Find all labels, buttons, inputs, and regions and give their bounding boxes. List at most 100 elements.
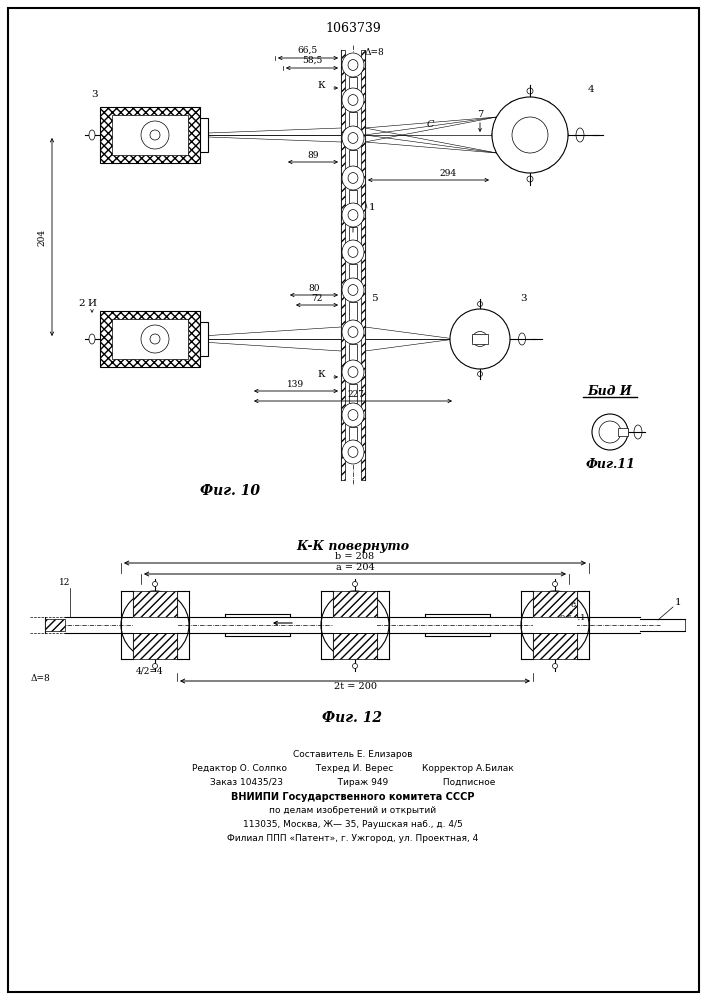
Ellipse shape xyxy=(492,97,568,173)
Text: по делам изобретений и открытий: по делам изобретений и открытий xyxy=(269,806,436,815)
Ellipse shape xyxy=(599,421,621,443)
Text: 7: 7 xyxy=(477,110,483,119)
Ellipse shape xyxy=(342,88,364,112)
Text: 66,5: 66,5 xyxy=(298,46,318,55)
Bar xyxy=(133,633,177,659)
Text: ВНИИПИ Государственного комитета СССР: ВНИИПИ Государственного комитета СССР xyxy=(231,792,474,802)
Ellipse shape xyxy=(576,128,584,142)
Text: Δ=8: Δ=8 xyxy=(30,674,50,683)
Bar xyxy=(333,591,377,617)
Text: Составитель Е. Елизаров: Составитель Е. Елизаров xyxy=(293,750,413,759)
Ellipse shape xyxy=(141,121,169,149)
Bar xyxy=(349,150,357,166)
Ellipse shape xyxy=(552,664,558,668)
Text: К: К xyxy=(317,370,325,379)
Bar xyxy=(100,311,200,367)
Bar xyxy=(100,107,200,163)
Bar xyxy=(112,319,188,359)
Text: 12: 12 xyxy=(59,578,71,587)
Bar xyxy=(349,190,357,203)
Bar xyxy=(45,619,65,631)
Ellipse shape xyxy=(89,130,95,140)
Ellipse shape xyxy=(89,334,95,344)
Text: К-К повернуто: К-К повернуто xyxy=(296,540,409,553)
Bar xyxy=(349,302,357,320)
Bar xyxy=(349,77,357,88)
Ellipse shape xyxy=(527,176,533,182)
Bar xyxy=(341,50,345,480)
Ellipse shape xyxy=(342,403,364,427)
Ellipse shape xyxy=(342,203,364,227)
Text: 8: 8 xyxy=(571,601,575,609)
Bar xyxy=(349,427,357,440)
Text: 58,5: 58,5 xyxy=(302,56,322,65)
Ellipse shape xyxy=(450,309,510,369)
Text: 89: 89 xyxy=(308,151,319,160)
Ellipse shape xyxy=(342,278,364,302)
Text: Заказ 10435/23                   Тираж 949                   Подписное: Заказ 10435/23 Тираж 949 Подписное xyxy=(210,778,496,787)
Ellipse shape xyxy=(592,414,628,450)
Text: 113035, Москва, Ж— 35, Раушская наб., д. 4/5: 113035, Москва, Ж— 35, Раушская наб., д.… xyxy=(243,820,463,829)
Bar xyxy=(349,112,357,126)
Text: 4: 4 xyxy=(588,85,595,94)
Ellipse shape xyxy=(342,126,364,150)
Ellipse shape xyxy=(552,582,558,586)
Ellipse shape xyxy=(141,325,169,353)
Bar xyxy=(349,264,357,278)
Text: Бид И: Бид И xyxy=(588,385,632,398)
Text: 5: 5 xyxy=(371,294,378,303)
Text: b = 208: b = 208 xyxy=(335,552,375,561)
Bar xyxy=(349,344,357,360)
Text: C: C xyxy=(426,120,434,129)
Text: Фиг.11: Фиг.11 xyxy=(585,458,635,471)
Bar xyxy=(533,633,577,659)
Ellipse shape xyxy=(342,320,364,344)
Ellipse shape xyxy=(477,371,482,376)
Bar xyxy=(200,322,208,356)
Bar xyxy=(133,617,177,633)
Bar xyxy=(333,633,377,659)
Bar xyxy=(333,617,377,633)
Text: a = 204: a = 204 xyxy=(336,563,375,572)
Bar xyxy=(618,428,628,436)
Text: 72: 72 xyxy=(311,294,322,303)
Ellipse shape xyxy=(153,664,158,668)
Bar xyxy=(472,334,488,344)
Text: Филиал ППП «Патент», г. Ужгород, ул. Проектная, 4: Филиал ППП «Патент», г. Ужгород, ул. Про… xyxy=(228,834,479,843)
Text: 80: 80 xyxy=(308,284,320,293)
Ellipse shape xyxy=(342,360,364,384)
Ellipse shape xyxy=(477,302,482,306)
Text: 4/2=4: 4/2=4 xyxy=(136,666,164,675)
Bar xyxy=(533,591,577,617)
Ellipse shape xyxy=(527,88,533,94)
Ellipse shape xyxy=(153,582,158,586)
Text: 1: 1 xyxy=(675,598,682,607)
Bar xyxy=(361,50,365,480)
Text: 2t = 200: 2t = 200 xyxy=(334,682,377,691)
Ellipse shape xyxy=(353,664,358,668)
Text: К: К xyxy=(317,81,325,90)
Ellipse shape xyxy=(518,333,525,345)
Ellipse shape xyxy=(353,582,358,586)
Bar xyxy=(349,227,357,240)
Text: 139: 139 xyxy=(288,380,305,389)
Text: 2: 2 xyxy=(78,299,86,308)
Text: 1: 1 xyxy=(369,203,375,212)
Text: 3: 3 xyxy=(92,90,98,99)
Text: Δ=8: Δ=8 xyxy=(365,48,385,57)
Text: 227: 227 xyxy=(348,390,365,399)
Ellipse shape xyxy=(634,425,642,439)
Bar xyxy=(133,591,177,617)
Text: И: И xyxy=(88,299,96,308)
Text: 0,5...1: 0,5...1 xyxy=(559,613,585,621)
Text: Фиг. 12: Фиг. 12 xyxy=(322,711,382,725)
Bar xyxy=(200,118,208,152)
Text: Редактор О. Солпко          Техред И. Верес          Корректор А.Билак: Редактор О. Солпко Техред И. Верес Корре… xyxy=(192,764,514,773)
Ellipse shape xyxy=(342,166,364,190)
Ellipse shape xyxy=(342,240,364,264)
Text: 294: 294 xyxy=(440,169,457,178)
Bar xyxy=(112,115,188,155)
Text: 204: 204 xyxy=(37,228,46,246)
Bar xyxy=(349,384,357,403)
Text: 1063739: 1063739 xyxy=(325,22,381,35)
